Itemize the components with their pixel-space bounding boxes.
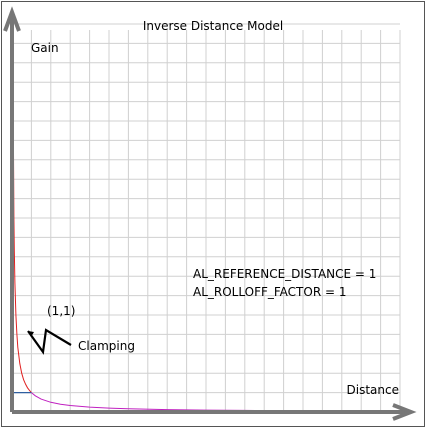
x-axis-arrowhead	[392, 403, 417, 421]
grid-lines	[12, 23, 401, 412]
rolloff-factor-annotation: AL_ROLLOFF_FACTOR = 1	[193, 285, 346, 299]
axes-layer	[3, 6, 417, 421]
point-label: (1,1)	[47, 304, 75, 318]
reference-distance-annotation: AL_REFERENCE_DISTANCE = 1	[193, 267, 376, 281]
clamping-label: Clamping	[78, 339, 135, 353]
clamping-pointer-arrow	[27, 328, 72, 355]
chart-title: Inverse Distance Model	[143, 19, 283, 33]
clamping-pointer-arrowhead	[28, 331, 34, 337]
x-axis-label: Distance	[347, 383, 399, 397]
y-axis-arrowhead	[3, 6, 21, 32]
y-axis-label: Gain	[31, 41, 59, 55]
